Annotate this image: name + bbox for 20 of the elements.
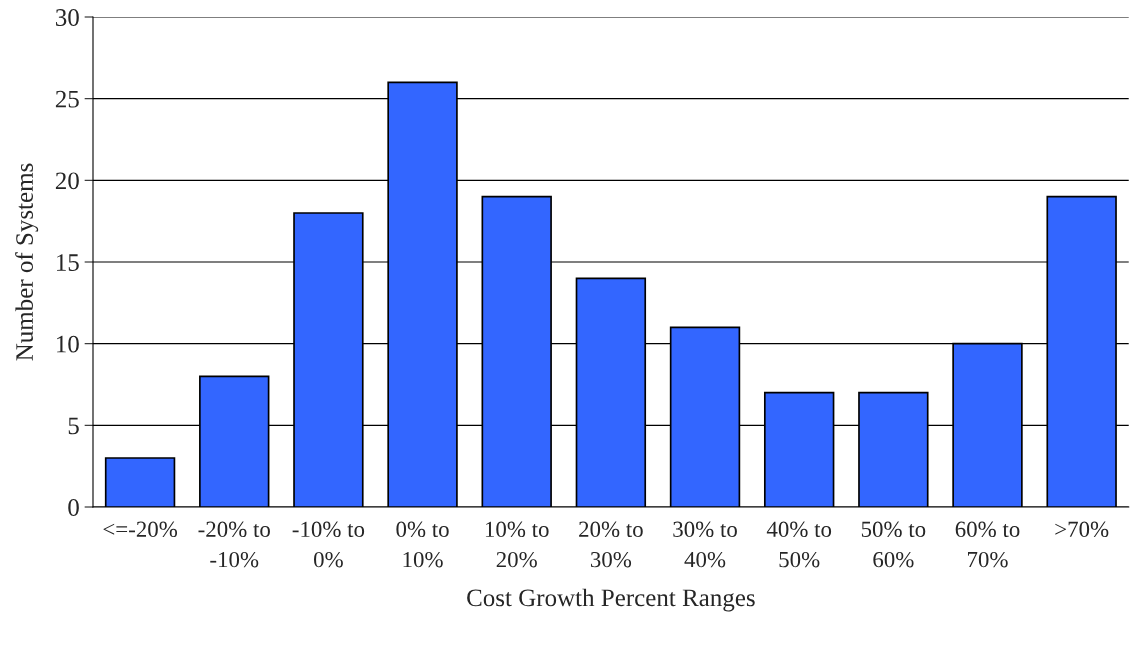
x-tick-label: 60% to 70% — [955, 521, 1020, 568]
y-tick-label: 30 — [56, 9, 79, 26]
x-tick-label: <=-20% — [103, 521, 178, 538]
x-tick-label: 30% to 40% — [673, 521, 737, 568]
y-tick-label: 20 — [55, 172, 79, 190]
x-tick-label: >70% — [1055, 521, 1109, 538]
y-tick-label: 10 — [57, 335, 79, 353]
x-axis-title: Cost Growth Percent Ranges — [467, 588, 755, 612]
x-tick-label: 20% to 30% — [579, 521, 643, 568]
y-tick-label: 0 — [68, 499, 79, 516]
y-axis-title: Number of Systems — [15, 163, 39, 361]
x-tick-label: 10% to 20% — [485, 521, 549, 568]
y-tick-label: 15 — [57, 254, 79, 271]
x-tick-label: -20% to -10% — [198, 521, 270, 568]
x-tick-label: 50% to 60% — [861, 521, 926, 568]
y-tick-label: 25 — [55, 90, 79, 108]
x-tick-label: 0% to 10% — [396, 521, 449, 568]
y-tick-label: 5 — [68, 417, 79, 435]
x-tick-label: 40% to 50% — [766, 521, 832, 568]
x-tick-label: -10% to 0% — [292, 521, 365, 568]
